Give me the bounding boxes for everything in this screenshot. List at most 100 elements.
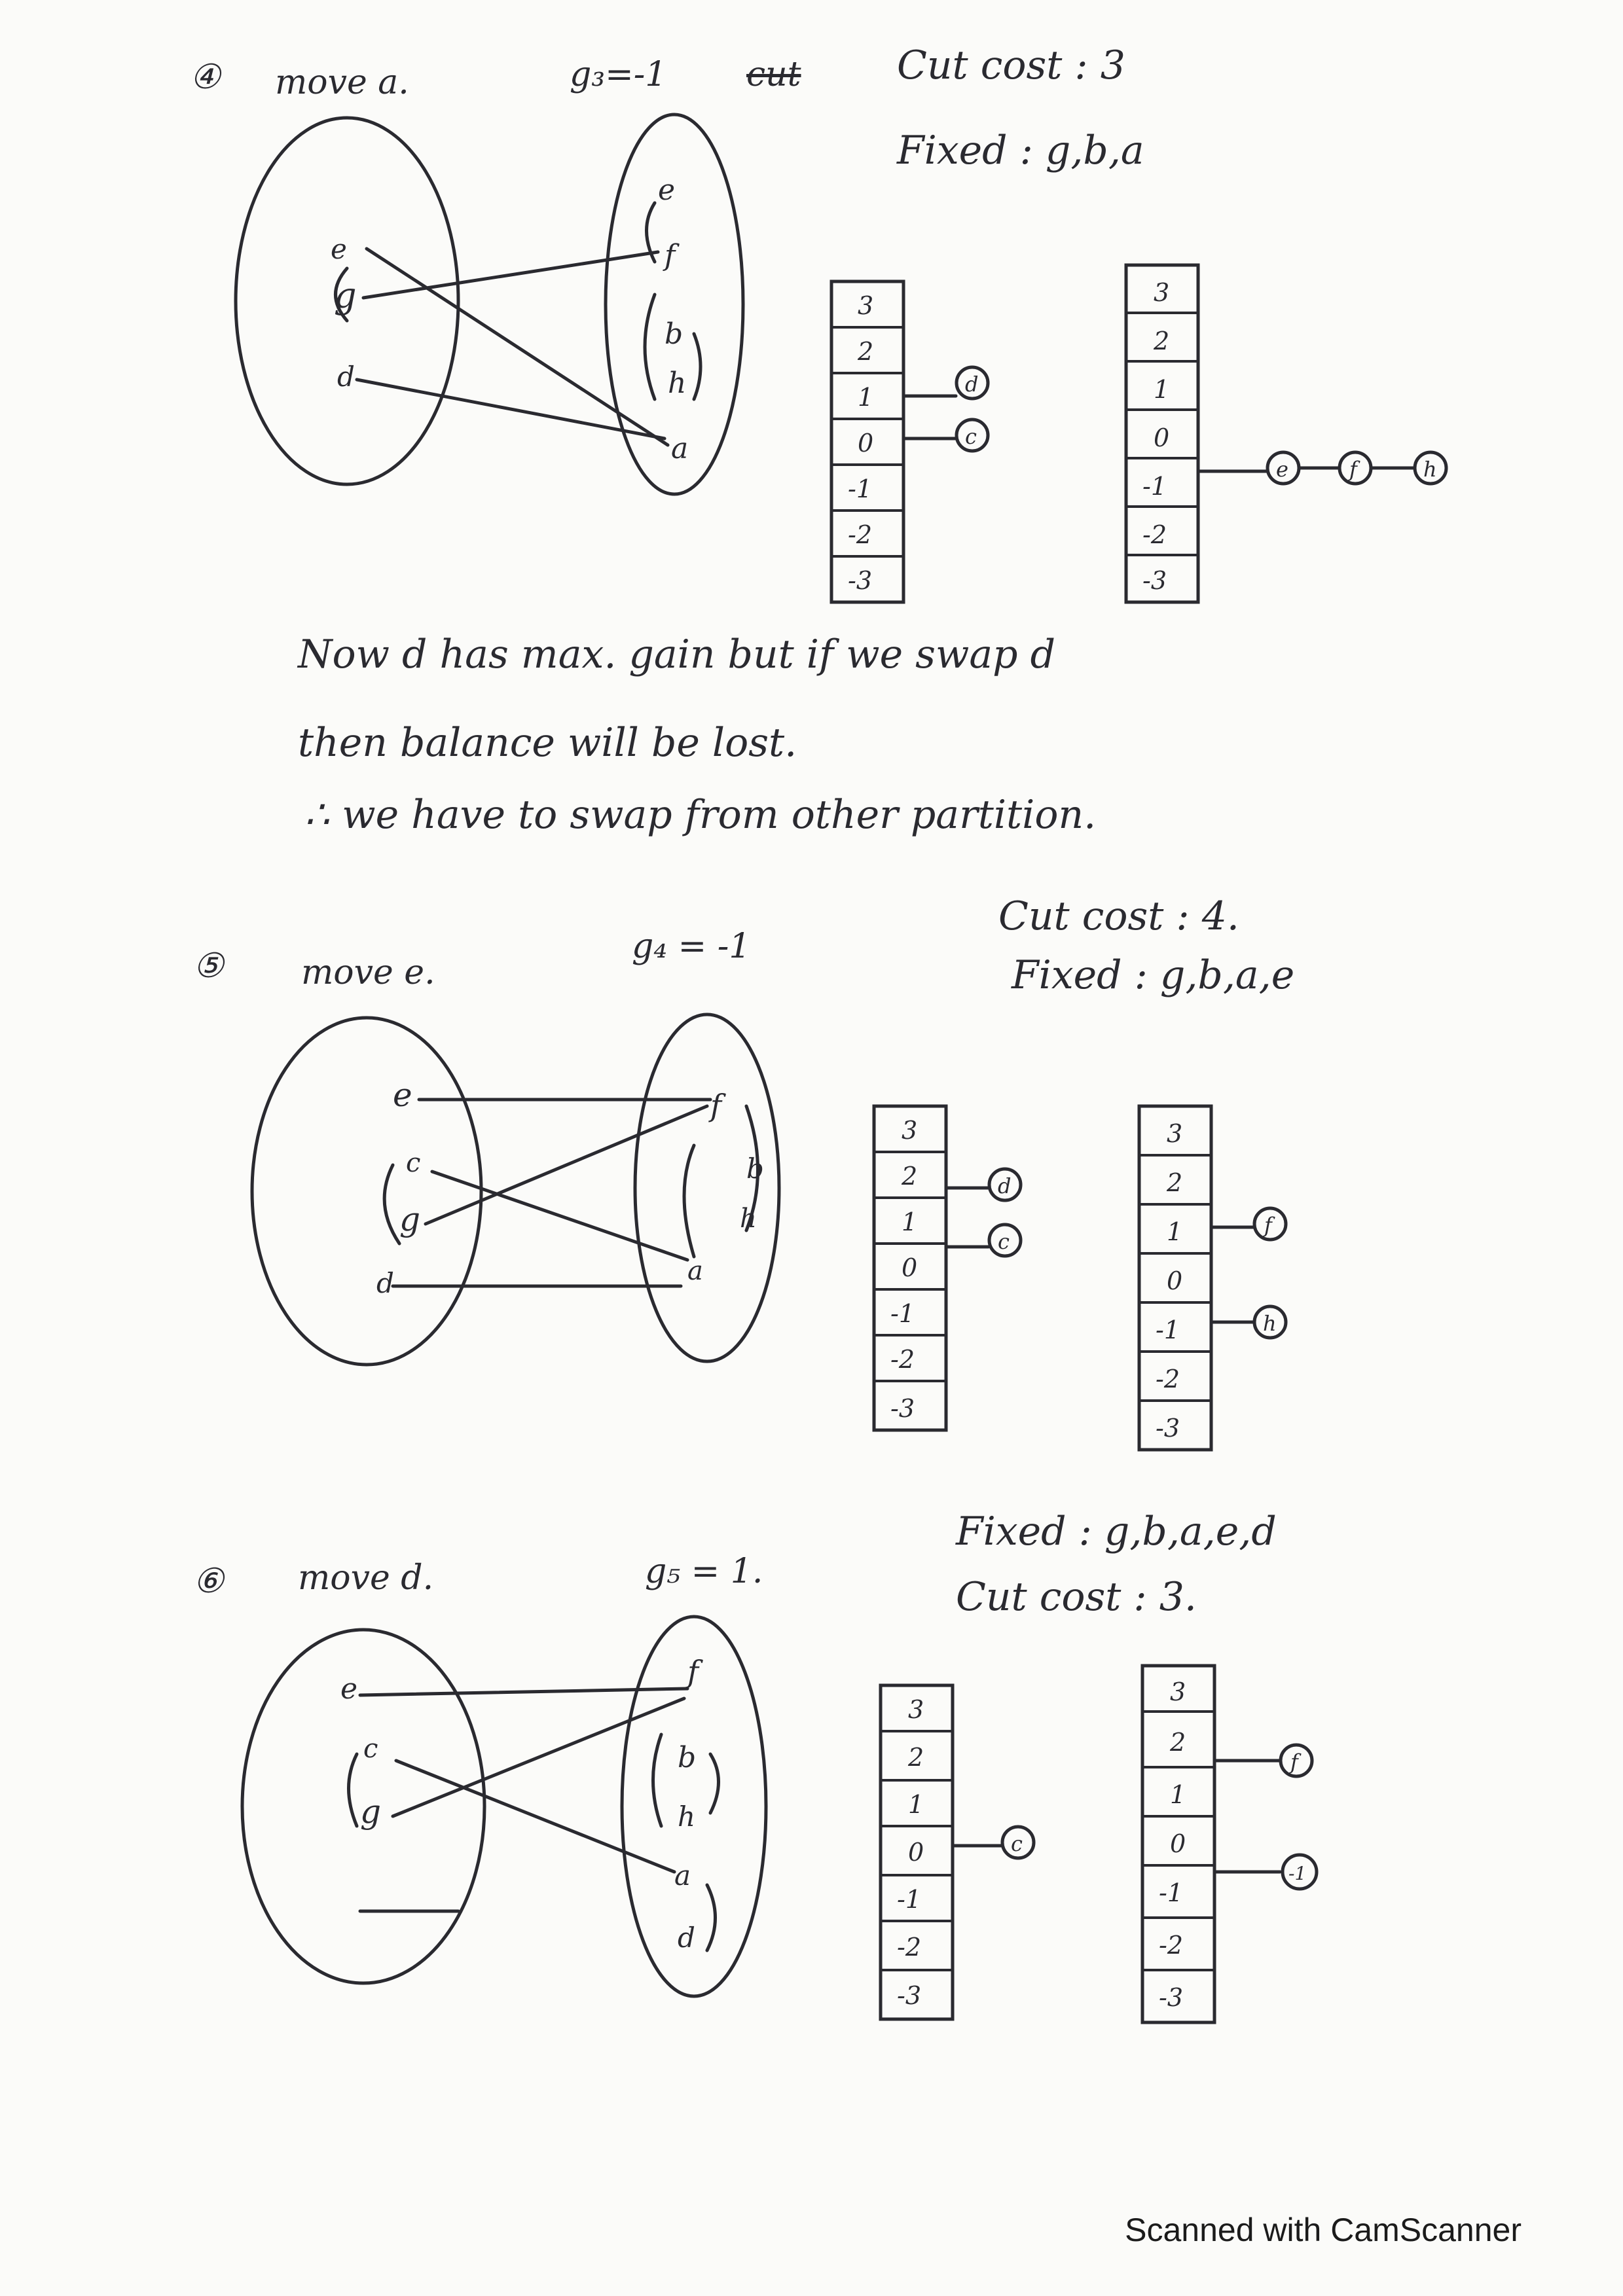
cell-node-label: c [965, 424, 977, 449]
node-label: g [360, 1793, 381, 1831]
cell-node-label: e [1276, 457, 1288, 482]
bucket-level: -2 [848, 520, 872, 549]
group-bracket [334, 266, 349, 323]
move-text: move d. [298, 1558, 434, 1598]
group-bracket [347, 1752, 359, 1828]
partition-diagram: e c g f b h a d [240, 1615, 768, 1998]
bucket-level: 2 [1153, 327, 1169, 355]
node-label: a [674, 1859, 691, 1892]
bucket-level: -1 [1159, 1878, 1183, 1907]
bucket-level: -1 [890, 1299, 915, 1328]
node-label: b [665, 317, 683, 351]
net-edge [394, 1759, 676, 1874]
bucket-level: -3 [848, 566, 872, 595]
bucket-level: 1 [1170, 1780, 1186, 1809]
bucket-level: -1 [1142, 472, 1167, 501]
gain-text: g₃=-1 [570, 55, 667, 94]
bucket-level: 2 [901, 1162, 917, 1191]
move-text: move e. [301, 953, 435, 992]
group-bracket [744, 1104, 759, 1232]
bucket-level: -3 [1159, 1983, 1183, 2012]
node-label: c [406, 1148, 420, 1178]
cell-node [1413, 450, 1448, 486]
group-bracket [645, 201, 657, 264]
bucket-level: 0 [902, 1253, 917, 1282]
bucket-level: 3 [1167, 1119, 1182, 1148]
node-label: d [376, 1267, 394, 1299]
node-label: f [663, 239, 680, 272]
bucket-level: 3 [902, 1116, 917, 1145]
partition-left [240, 1628, 486, 1985]
bucket-level: 0 [1154, 423, 1169, 452]
cell-node [955, 418, 990, 453]
bucket-list: 3 2 1 0 -1 -2 -3 f -1 [1140, 1664, 1319, 2024]
node-label: b [678, 1741, 696, 1774]
node-label: a [671, 432, 688, 465]
node-label: c [363, 1734, 378, 1764]
bucket-level: -3 [1142, 566, 1167, 595]
step-number: ⑥ [193, 1562, 224, 1601]
bucket-level: 1 [1154, 375, 1169, 404]
net-edge [424, 1104, 709, 1226]
note-line: Now d has max. gain but if we swap d [298, 632, 1055, 677]
group-bracket [643, 293, 657, 401]
cell-node-label: d [998, 1174, 1011, 1198]
partition-diagram: e c g d f b h a [250, 1013, 781, 1367]
cell-node-label: h [1423, 457, 1437, 482]
cell-node [987, 1167, 1023, 1202]
net-edge [391, 1696, 686, 1818]
bucket-level: 2 [907, 1743, 924, 1772]
node-label: e [393, 1076, 412, 1114]
cell-node-label: h [1263, 1311, 1277, 1336]
group-bracket [682, 1143, 696, 1259]
node-label: d [337, 361, 355, 393]
bucket-level: 2 [1169, 1728, 1186, 1757]
net-edge [358, 1687, 689, 1697]
bucket-level: 2 [857, 337, 873, 366]
cell-node-label: c [998, 1229, 1010, 1254]
bucket-level: -2 [1159, 1931, 1183, 1960]
partition-right [604, 113, 745, 496]
partition-right [633, 1013, 781, 1363]
bucket-level: -1 [848, 475, 872, 503]
cell-node [987, 1223, 1023, 1258]
gain-text: g₅ = 1. [645, 1552, 763, 1591]
cut-cost-text: Cut cost : 3 [897, 43, 1125, 88]
fixed-text: Fixed : g,b,a,e [1012, 952, 1295, 998]
cell-node-label: -1 [1288, 1863, 1306, 1884]
bucket-level: 3 [858, 291, 873, 320]
cell-node-label: c [1011, 1831, 1023, 1856]
cell-node [1252, 1304, 1288, 1340]
bucket-level: 1 [1167, 1217, 1182, 1246]
group-bracket [651, 1732, 663, 1828]
step-number: ⑤ [193, 946, 224, 986]
bucket-level: 0 [908, 1838, 924, 1867]
node-label: e [658, 173, 675, 207]
group-bracket [708, 1752, 720, 1815]
cell-node-label: f [1289, 1749, 1302, 1774]
node-label: f [708, 1088, 726, 1123]
group-bracket [705, 1883, 717, 1952]
node-label: d [678, 1922, 695, 1954]
bucket-level: -2 [1156, 1365, 1180, 1393]
bucket-level: 3 [1170, 1677, 1186, 1706]
cut-cost-text: Cut cost : 3. [956, 1574, 1197, 1620]
node-label: a [687, 1256, 703, 1286]
bucket-level: -2 [890, 1345, 915, 1374]
node-label: e [340, 1672, 357, 1706]
fixed-text: Fixed : g,b,a [897, 128, 1144, 173]
node-label: b [746, 1153, 764, 1185]
node-label: f [685, 1654, 703, 1689]
partition-right [620, 1615, 768, 1998]
node-label: e [331, 233, 347, 265]
bucket-level: 0 [1167, 1266, 1182, 1295]
bucket-list: 3 2 1 0 -1 -2 -3 d c [830, 279, 990, 604]
bucket-level: -3 [890, 1394, 915, 1423]
scanner-watermark: Scanned with CamScanner [1125, 2212, 1522, 2248]
node-label: h [668, 367, 686, 400]
cell-node-label: d [965, 372, 978, 397]
cut-cost-text: Cut cost : 4. [998, 893, 1239, 939]
partition-diagram: e g d e f b h a [234, 113, 745, 496]
